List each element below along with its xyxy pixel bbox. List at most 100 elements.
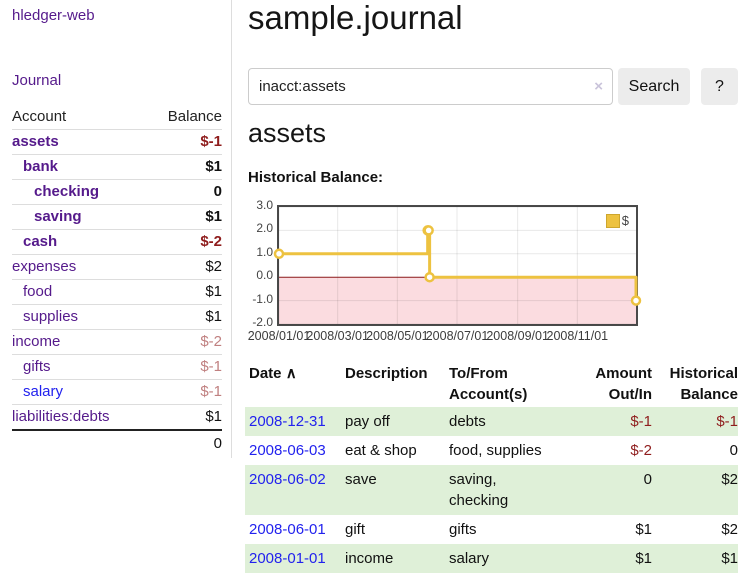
balances-rows: assets $-1 bank $1 checking 0 saving $1 cash $-2 e… <box>12 130 222 431</box>
transaction-date-link[interactable]: 2008-06-02 <box>249 471 326 488</box>
sidebar-account-link-cash[interactable]: cash <box>23 233 58 250</box>
chart-plot: $ <box>273 205 642 326</box>
transaction-balance: 0 <box>729 442 738 459</box>
transaction-date-link[interactable]: 2008-06-03 <box>249 442 326 459</box>
column-header-account: Account <box>12 108 67 125</box>
account-balance-value: $1 <box>205 308 222 325</box>
y-axis-tick-label: 0.0 <box>256 268 273 283</box>
account-row: gifts $-1 <box>12 355 222 380</box>
balances-header-row: Account Balance <box>12 104 222 130</box>
sidebar-account-link-checking[interactable]: checking <box>34 183 100 200</box>
search-button[interactable]: Search <box>618 68 690 105</box>
column-header-amount: Amount Out/In <box>595 365 652 403</box>
account-row: checking 0 <box>12 180 222 205</box>
transaction-balance: $-1 <box>716 413 738 430</box>
transaction-date-link[interactable]: 2008-06-01 <box>249 521 326 538</box>
account-balance-value: $1 <box>205 208 222 225</box>
search-box: × <box>248 68 613 105</box>
page-title: sample.journal <box>248 0 463 36</box>
account-balances-table: Account Balance assets $-1 bank $1 checking 0… <box>12 104 222 456</box>
account-balance-value: $1 <box>205 158 222 175</box>
clear-search-icon[interactable]: × <box>594 78 603 95</box>
sidebar-account-link-assets[interactable]: assets <box>12 133 59 150</box>
balances-total-row: 0 <box>12 431 222 456</box>
transaction-date-link[interactable]: 2008-01-01 <box>249 550 326 567</box>
column-header-hist-balance: Historical Balance <box>669 365 738 403</box>
sidebar-account-link-expenses[interactable]: expenses <box>12 258 77 275</box>
account-balance-value: $1 <box>205 283 222 300</box>
sidebar: hledger-web Journal Account Balance asse… <box>0 0 232 458</box>
transaction-row: 2008-06-02 save saving, checking 0 $2 <box>245 465 738 515</box>
date-header-label: Date <box>249 365 282 382</box>
account-balance-value: $-2 <box>200 233 222 250</box>
sidebar-account-link-bank[interactable]: bank <box>23 158 59 175</box>
account-row: food $1 <box>12 280 222 305</box>
total-balance-value: 0 <box>213 435 222 452</box>
account-row: saving $1 <box>12 205 222 230</box>
transaction-description: income <box>345 550 394 567</box>
account-balance-value: $1 <box>205 408 222 425</box>
transaction-row: 2008-06-03 eat & shop food, supplies $-2 0 <box>245 436 738 465</box>
transaction-description: pay off <box>345 413 390 430</box>
historical-balance-chart: 3.0 2.0 1.0 0.0 -1.0 -2.0 $ 2008/01/01 2008/03… <box>245 198 642 346</box>
sidebar-account-link-salary[interactable]: salary <box>23 383 64 400</box>
transaction-description: eat & shop <box>345 442 417 459</box>
sidebar-account-link-income[interactable]: income <box>12 333 61 350</box>
account-balance-value: $-2 <box>200 333 222 350</box>
transaction-amount: $-1 <box>630 413 652 430</box>
x-axis-tick-label: 2008/05/01 <box>366 329 429 343</box>
transaction-accounts: food, supplies <box>449 442 542 459</box>
account-row: income $-2 <box>12 330 222 355</box>
transaction-accounts: saving, checking <box>449 471 509 509</box>
column-header-accounts: To/From Account(s) <box>449 365 528 403</box>
negative-region <box>279 277 636 324</box>
transaction-row: 2008-01-01 income salary $1 $1 <box>245 544 738 573</box>
account-heading: assets <box>248 118 327 148</box>
data-point-marker <box>423 225 434 236</box>
sidebar-account-link-food[interactable]: food <box>23 283 53 300</box>
x-axis-tick-label: 2008/11/01 <box>546 329 609 343</box>
transaction-amount: 0 <box>643 471 652 488</box>
app-title-link[interactable]: hledger-web <box>12 7 95 24</box>
transaction-balance: $2 <box>721 471 738 488</box>
transaction-amount: $-2 <box>630 442 652 459</box>
transaction-date-link[interactable]: 2008-12-31 <box>249 413 326 430</box>
x-axis-tick-label: 2008/01/01 <box>247 329 311 343</box>
sidebar-account-link-gifts[interactable]: gifts <box>23 358 51 375</box>
sidebar-account-link-saving[interactable]: saving <box>34 208 82 225</box>
sort-ascending-icon: ∧ <box>285 365 297 382</box>
legend-swatch-icon <box>605 213 620 228</box>
account-row: liabilities:debts $1 <box>12 405 222 431</box>
sidebar-account-link-supplies[interactable]: supplies <box>23 308 79 325</box>
column-header-date[interactable]: Date ∧ <box>245 361 345 407</box>
data-point-marker <box>630 295 642 306</box>
account-row: cash $-2 <box>12 230 222 255</box>
y-axis-tick-label: 2.0 <box>256 221 273 236</box>
sidebar-item-journal[interactable]: Journal <box>12 72 62 89</box>
transaction-description: save <box>345 471 377 488</box>
account-row: expenses $2 <box>12 255 222 280</box>
transaction-accounts: debts <box>449 413 486 430</box>
transaction-row: 2008-06-01 gift gifts $1 $2 <box>245 515 738 544</box>
account-balance-value: $-1 <box>200 383 222 400</box>
help-button[interactable]: ? <box>701 68 738 105</box>
register-table: Date ∧ Description To/From Account(s) Am… <box>245 361 738 573</box>
y-axis-tick-label: -1.0 <box>252 291 273 306</box>
y-axis-tick-label: 3.0 <box>256 198 273 212</box>
account-row: bank $1 <box>12 155 222 180</box>
data-point-marker <box>273 248 285 260</box>
account-balance-value: $-1 <box>200 358 222 375</box>
account-row: assets $-1 <box>12 130 222 155</box>
transaction-accounts: salary <box>449 550 490 567</box>
register-header-row: Date ∧ Description To/From Account(s) Am… <box>245 361 738 407</box>
account-row: salary $-1 <box>12 380 222 405</box>
account-balance-value: $-1 <box>200 133 222 150</box>
data-point-marker <box>424 271 435 283</box>
search-input[interactable] <box>248 68 613 105</box>
chart-title: Historical Balance: <box>248 169 384 186</box>
sidebar-account-link-liabilities-debts[interactable]: liabilities:debts <box>12 408 110 425</box>
account-balance-value: 0 <box>213 183 222 200</box>
x-axis-tick-label: 2008/03/01 <box>306 329 369 343</box>
x-axis-tick-label: 2008/09/01 <box>486 329 549 343</box>
